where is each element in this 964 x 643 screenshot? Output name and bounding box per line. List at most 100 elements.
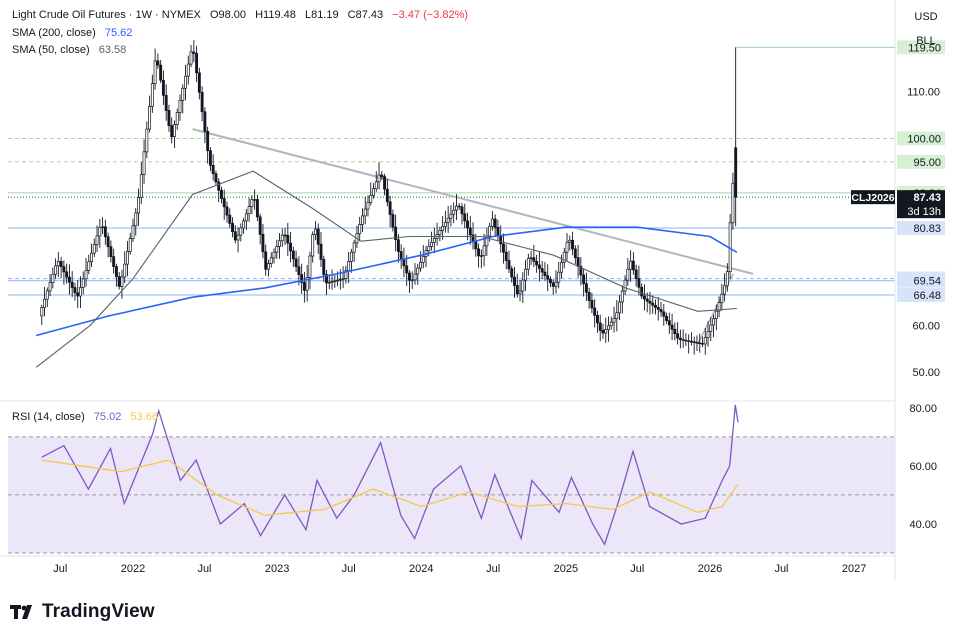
candle-body (59, 261, 63, 267)
candle-body (109, 246, 113, 257)
candle-body (579, 265, 583, 276)
currency-button[interactable]: USD (914, 11, 938, 23)
price-level-badge-text: 66.48 (913, 290, 941, 302)
candle-body (242, 220, 246, 229)
downtrend-line (192, 128, 754, 275)
candle-body (689, 340, 693, 343)
rsi-value: 75.02 (93, 411, 122, 423)
candle-body (535, 260, 539, 266)
time-axis-tick: Jul (53, 563, 67, 575)
legend-sma200-row[interactable]: SMA (200, close) 75.62 (12, 26, 138, 40)
time-axis-tick: 2025 (554, 563, 578, 575)
candle-body (725, 271, 729, 287)
candle-body (311, 234, 315, 257)
candle-body (161, 79, 165, 96)
price-level-badge-text: 69.54 (913, 276, 941, 288)
candle-body (98, 227, 102, 237)
candle-body (490, 218, 494, 227)
time-axis-tick: 2024 (409, 563, 433, 575)
price-axis-tick: 60.00 (912, 320, 940, 332)
candle-body (103, 226, 107, 238)
candle-body (607, 325, 610, 330)
candle-body (590, 300, 594, 309)
candle-body (587, 291, 591, 301)
candle-body (40, 307, 44, 317)
candle-body (81, 278, 85, 288)
candle-body (220, 189, 223, 199)
candle-body (225, 206, 229, 216)
candle-body (167, 110, 171, 126)
candle-body (347, 261, 351, 271)
sma-line (35, 170, 737, 368)
candle-body (560, 261, 563, 273)
candle-body (501, 243, 505, 253)
candle-body (620, 290, 624, 303)
candle-body (521, 279, 525, 292)
candle-body (419, 261, 422, 269)
candle-body (261, 233, 265, 253)
candle-body (184, 75, 187, 89)
candle-body (203, 111, 207, 132)
candle-body (474, 241, 478, 250)
candle-body (200, 91, 204, 113)
candle-body (645, 298, 649, 302)
candle-body (369, 195, 373, 203)
candle-body (330, 281, 334, 283)
candle-body (233, 231, 237, 241)
candle-body (493, 218, 497, 228)
candle-body (623, 279, 627, 292)
candle-body (87, 261, 91, 271)
candle-body (709, 324, 713, 332)
candle-body (92, 244, 96, 254)
price-axis-labels: 50.00 60.00 110.00 80.00 60.00 40.00 119.50 100… (851, 40, 945, 531)
tradingview-logo[interactable]: TradingView (10, 601, 155, 623)
price-level-badge (897, 154, 945, 169)
candle-body (117, 276, 121, 287)
countdown-badge-text: 3d 13h (907, 206, 941, 218)
candle-body (344, 270, 348, 280)
candle-body (228, 214, 232, 224)
candle-body (148, 106, 152, 130)
candle-body (714, 310, 718, 319)
candle-body (267, 263, 270, 270)
candle-body (377, 174, 381, 183)
candle-body (548, 278, 552, 284)
candle-body (214, 173, 218, 183)
candle-body (156, 60, 160, 66)
candle-body (510, 268, 514, 278)
candle-body (380, 174, 384, 177)
time-axis-tick: Jul (774, 563, 788, 575)
legend-sma50-row[interactable]: SMA (50, close) 63.58 (12, 43, 132, 57)
candle-body (562, 251, 566, 263)
candle-body (504, 251, 508, 261)
candle-body (153, 60, 157, 84)
candle-body (333, 280, 337, 282)
candle-body (325, 274, 328, 284)
candle-body (554, 281, 558, 287)
candle-body (164, 94, 168, 111)
ohlc-open: O98.00 (209, 9, 247, 21)
unit-button[interactable]: BLL (916, 35, 936, 47)
candle-body (571, 239, 575, 250)
candle-body (396, 239, 400, 252)
ohlc-high: H119.48 (255, 9, 296, 21)
candle-body (678, 337, 682, 341)
candle-body (656, 307, 660, 310)
sma-line (35, 226, 738, 337)
candle-body (341, 278, 345, 280)
candle-body (150, 83, 154, 107)
candle-body (667, 320, 671, 326)
rsi-pane[interactable] (8, 404, 895, 554)
candle-body (466, 220, 469, 229)
candle-body (670, 324, 674, 330)
candle-body (79, 287, 82, 297)
candle-body (65, 271, 69, 278)
candle-body (485, 235, 489, 247)
candle-body (631, 260, 635, 271)
candle-body (615, 312, 619, 319)
legend-rsi-row[interactable]: RSI (14, close) 75.02 53.66 (12, 410, 164, 424)
price-pane[interactable] (8, 40, 895, 368)
candle-body (717, 302, 721, 312)
candle-body (137, 196, 140, 214)
